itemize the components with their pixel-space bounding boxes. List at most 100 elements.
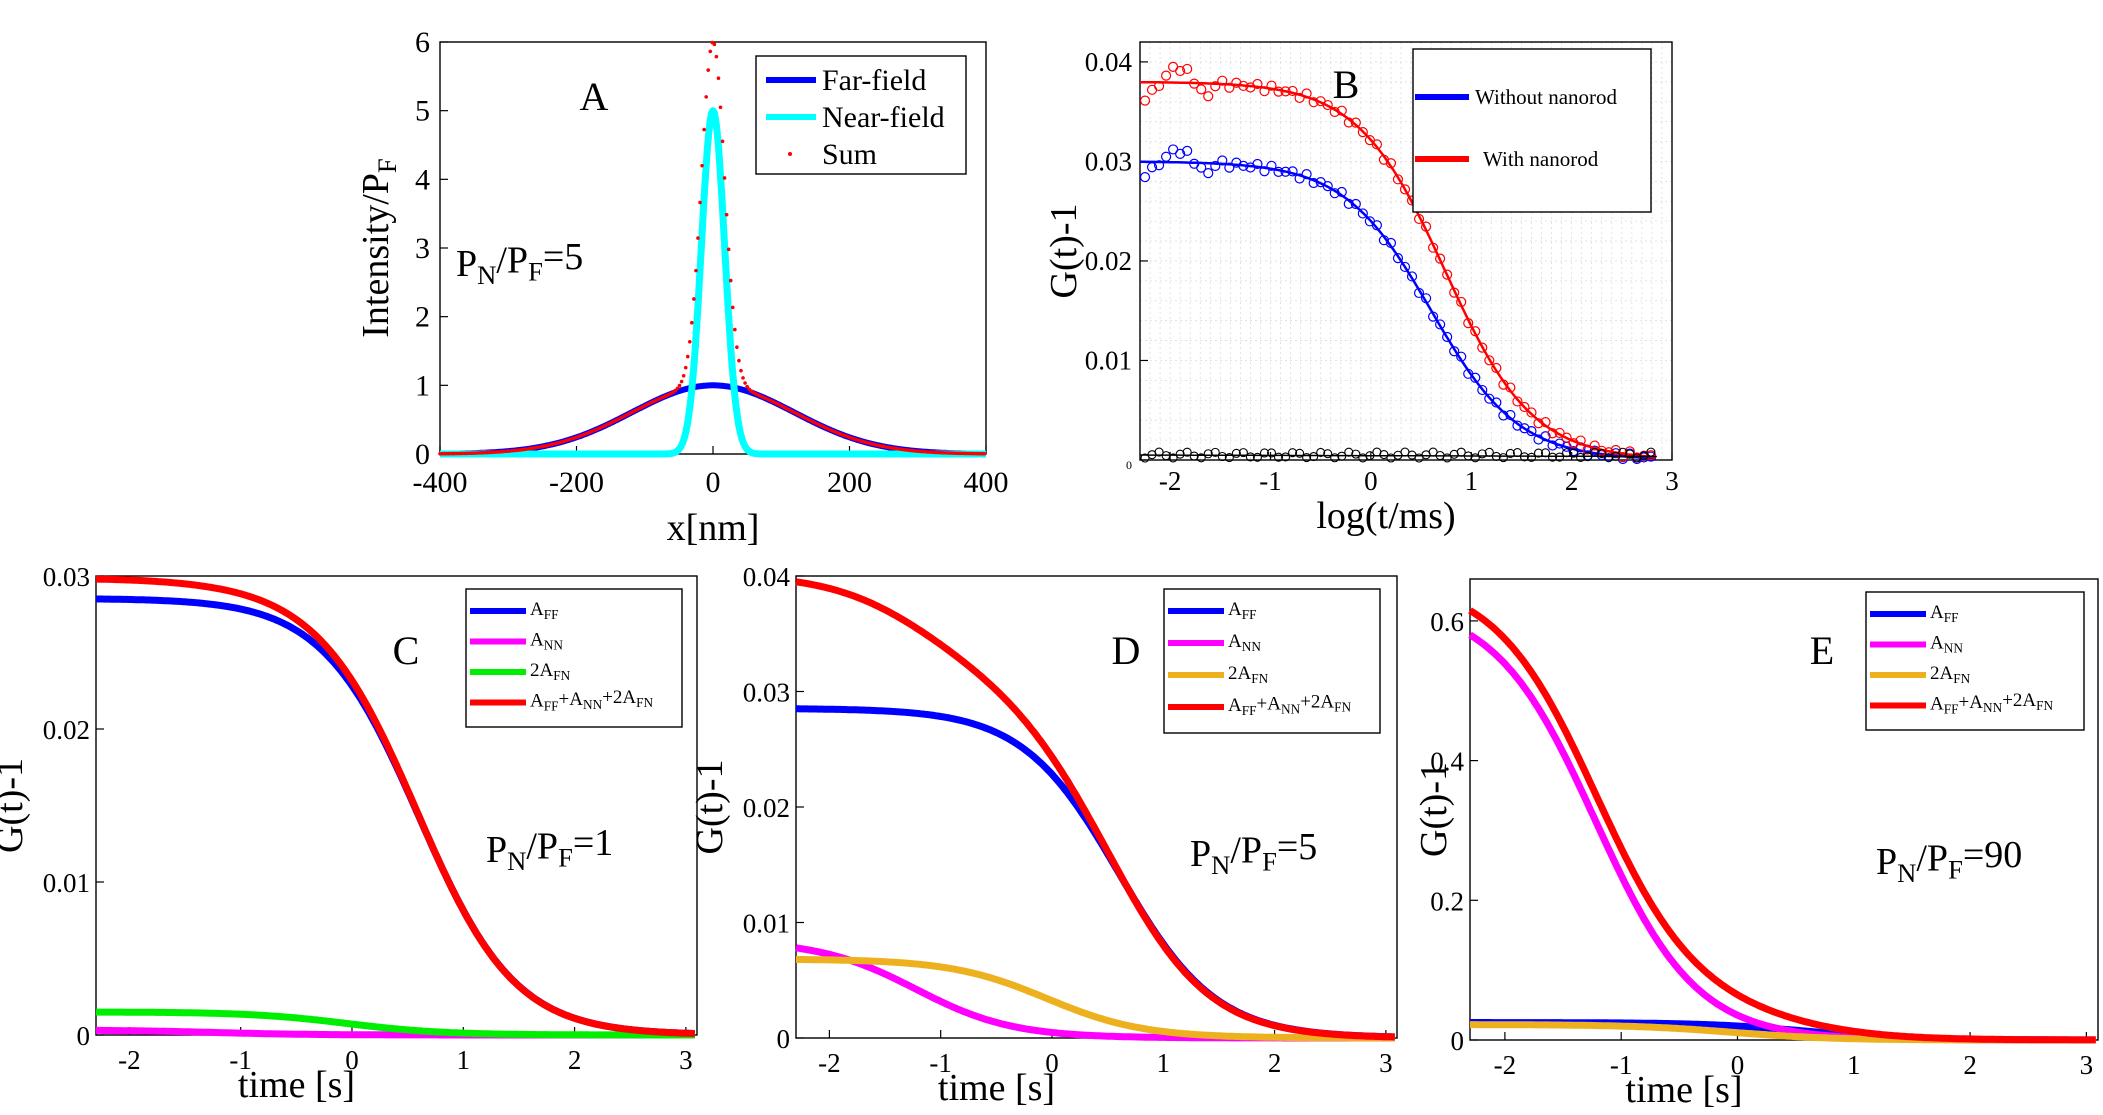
panel-b-baseline-point xyxy=(1217,451,1227,462)
panel-e-annotation: PN/PF=90 xyxy=(1876,834,2022,888)
panel-a-sum-point xyxy=(690,320,694,325)
panel-d-ytick-label: 0.01 xyxy=(743,909,790,939)
panel-b-baseline-point xyxy=(1302,452,1312,463)
panel-b-data-point xyxy=(1259,86,1270,97)
panel-b-data-point xyxy=(1540,417,1551,428)
panel-b-data-point xyxy=(1420,293,1432,304)
panel-d-ytick-label: 0.02 xyxy=(743,793,790,823)
panel-b-baseline-point xyxy=(1323,449,1333,459)
panel-a-sum-point xyxy=(687,339,692,344)
panel-a-sum-point xyxy=(730,305,735,310)
panel-e-xlabel: time [s] xyxy=(1625,1069,1742,1111)
panel-e-legend-label: AFF xyxy=(1930,602,1959,625)
panel-b-data-point xyxy=(1287,85,1298,97)
panel-b-data-point xyxy=(1392,253,1404,264)
panel-b-ytick-label: 0.03 xyxy=(1085,146,1132,176)
panel-b-xtick-label: 0 xyxy=(1364,466,1378,496)
panel-a-sum-point xyxy=(722,176,727,180)
panel-b-data-point xyxy=(1160,70,1172,81)
panel-b-baseline-point xyxy=(1505,448,1515,459)
panel-a-legend-label: Near-field xyxy=(822,101,945,134)
panel-b-baseline-point xyxy=(1238,448,1248,458)
panel-b-data-point xyxy=(1512,396,1523,407)
panel-d-series-aff xyxy=(794,705,1396,1041)
panel-a-sum-point xyxy=(677,383,682,388)
panel-b-data-point xyxy=(1371,139,1382,150)
panel-a-legend-label: Far-field xyxy=(822,64,926,97)
panel-d-xlabel: time [s] xyxy=(938,1067,1055,1109)
panel-d-ytick-label: 0.04 xyxy=(743,562,791,592)
panel-b-data-point xyxy=(1406,271,1418,282)
panel-b-data-point xyxy=(1259,166,1270,177)
panel-b-data-point xyxy=(1210,81,1221,92)
panel-a-sum-point xyxy=(708,49,713,54)
panel-d-annotation: PN/PF=5 xyxy=(1190,826,1317,880)
panel-a-xtick-label: -400 xyxy=(413,466,468,499)
panel-b-baseline-point xyxy=(1569,448,1579,458)
panel-d-legend-label: 2AFN xyxy=(1228,663,1269,686)
panel-b-data-point xyxy=(1238,160,1249,171)
panel-b-data-point xyxy=(1301,88,1312,99)
panel-b-data-point xyxy=(1280,166,1291,177)
panel-e-series-sum xyxy=(1468,607,2097,1044)
panel-a-xtick-label: 200 xyxy=(827,466,872,499)
panel-b-baseline-point xyxy=(1477,449,1487,459)
panel-b-data-point xyxy=(1266,80,1277,91)
panel-b-frame xyxy=(1139,41,1673,461)
panel-b-ylabel: G(t)-1 xyxy=(1043,204,1085,299)
panel-b-data-point xyxy=(1294,92,1305,104)
panel-a-sum-point xyxy=(698,200,702,205)
panel-b-baseline-point xyxy=(1330,453,1340,463)
panel-b-baseline-point xyxy=(1604,453,1614,463)
panel-a-sum-point xyxy=(743,381,747,385)
panel-b-baseline-point xyxy=(1533,448,1544,458)
panel-a-sum-point xyxy=(739,368,743,373)
panel-b-data-point xyxy=(1343,117,1354,128)
panel-e-ytick-label: 0.6 xyxy=(1430,607,1464,637)
panel-a-ytick-label: 0 xyxy=(415,438,430,471)
panel-b-baseline-point xyxy=(1288,448,1298,458)
panel-b-legend-label: Without nanorod xyxy=(1475,85,1618,109)
panel-a-sum-point xyxy=(741,376,745,380)
panel-b-data-point xyxy=(1203,91,1214,102)
panel-b-baseline-point xyxy=(1252,452,1262,462)
panel-b-baseline-point xyxy=(1576,452,1586,462)
panel-e-ytick-label: 0 xyxy=(1451,1026,1465,1056)
panel-a-series-far-field xyxy=(438,382,988,457)
panel-e-legend-label: ANN xyxy=(1930,633,1963,656)
panel-a-sum-point xyxy=(704,95,708,99)
panel-c-label: C xyxy=(393,628,420,673)
panel-b-ytick-label: 0 xyxy=(1126,458,1132,472)
panel-b-xtick-label: -1 xyxy=(1259,466,1282,496)
panel-b-data-point xyxy=(1484,355,1495,366)
panel-e-legend-label: 2AFN xyxy=(1930,663,1971,686)
panel-a-ytick-label: 4 xyxy=(415,163,430,196)
panel-b-data-point xyxy=(1589,440,1600,451)
panel-c-xlabel: time [s] xyxy=(238,1064,355,1106)
panel-e-ytick-label: 0.4 xyxy=(1430,747,1464,777)
panel-b-data-point xyxy=(1645,450,1657,461)
panel-b-data-point xyxy=(1526,407,1537,418)
panel-e-xtick-label: 1 xyxy=(1847,1050,1861,1080)
panel-b-data-point xyxy=(1139,172,1151,183)
panel-b-baseline-point xyxy=(1555,452,1565,462)
panel-b-baseline-point xyxy=(1266,448,1277,458)
panel-b-data-point xyxy=(1596,445,1607,456)
panel-b-data-point xyxy=(1329,106,1340,118)
panel-b-data-point xyxy=(1336,105,1347,116)
panel-a-sum-point xyxy=(696,236,700,240)
panel-c-ytick-label: 0.01 xyxy=(43,868,90,898)
panel-b-data-point xyxy=(1568,438,1579,449)
panel-b-data-point xyxy=(1435,253,1446,264)
panel-e-frame xyxy=(1469,578,2099,1041)
panel-b-data-point xyxy=(1357,127,1368,138)
panel-b-data-point xyxy=(1196,84,1207,95)
panel-b-data-point xyxy=(1435,319,1446,330)
panel-e-ylabel: G(t)-1 xyxy=(1413,762,1455,857)
panel-c-xtick-label: 1 xyxy=(457,1045,471,1075)
panel-b-baseline-point xyxy=(1224,453,1234,463)
panel-b-data-point xyxy=(1322,181,1333,192)
panel-b-baseline-point xyxy=(1231,448,1241,458)
panel-b-data-point xyxy=(1505,409,1516,421)
panel-b-data-point xyxy=(1456,296,1467,308)
